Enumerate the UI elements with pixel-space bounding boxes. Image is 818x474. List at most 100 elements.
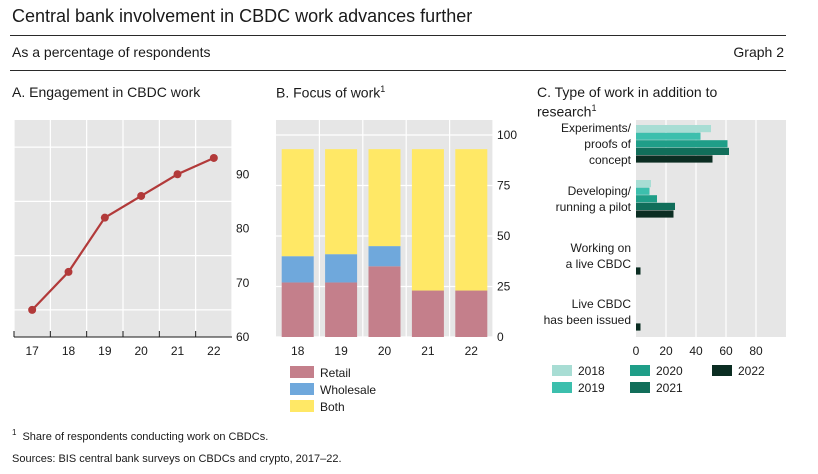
panel-a-ytick-label: 70 [236, 276, 250, 290]
panel-b-ytick-label: 75 [497, 179, 511, 193]
panel-a-series-line [31, 156, 215, 311]
panel-c-category-label: Developing/ [568, 184, 632, 198]
panel-b-bar-both [411, 149, 444, 291]
panel-c-bar-2021 [636, 202, 675, 210]
panel-b-bar-wholesale [281, 256, 314, 283]
panel-b-legend-swatch [290, 383, 314, 395]
panel-c-bar-2022 [636, 323, 641, 331]
panel-a-xtick-label: 22 [207, 344, 221, 358]
panel-c-legend-swatch [630, 365, 650, 376]
panel-a-point [137, 191, 146, 200]
panel-c-category-label: concept [589, 153, 632, 167]
panel-b-bar-retail [281, 282, 314, 337]
panel-c-bar-2019 [636, 187, 650, 195]
panel-b-xtick-label: 22 [465, 344, 479, 358]
panel-a-line-chart: 60 70 80 90 17 18 19 20 21 22 [13, 120, 250, 358]
panel-b-xtick-label: 20 [378, 344, 392, 358]
panel-b-bar-both [281, 149, 314, 257]
panel-b-legend-label: Retail [320, 366, 351, 380]
panel-c-category-label: Working on [571, 241, 631, 255]
panel-c-legend-swatch [712, 365, 732, 376]
panel-b-bar-retail [411, 290, 444, 337]
panel-a-ytick-label: 80 [236, 222, 250, 236]
panel-c-category-label: has been issued [544, 313, 631, 327]
panel-b-title-text: B. Focus of work [276, 84, 381, 101]
panel-b-stacked-bar-chart: 0 25 50 75 100 18 19 20 21 22 Retail Wholesale Both [276, 120, 517, 414]
panel-c-category-label: running a pilot [556, 200, 632, 214]
panel-c-bar-2018 [636, 180, 651, 188]
panel-b-bar-wholesale [325, 254, 358, 283]
panel-b-ytick-label: 50 [497, 229, 511, 243]
panel-a-point [173, 170, 182, 179]
panel-c-horizontal-bar-chart: 0 20 40 60 80 Experiments/proofs of concept Dev… [544, 120, 786, 395]
panel-c-bar-2021 [636, 147, 729, 155]
sources: Sources: BIS central bank surveys on CBD… [12, 453, 342, 465]
panel-b-bar-retail [368, 266, 401, 337]
panel-b-xtick-label: 18 [291, 344, 305, 358]
panel-b-legend-swatch [290, 366, 314, 378]
panel-b-bar-wholesale [368, 246, 401, 267]
panel-b-ytick-label: 100 [497, 128, 517, 142]
panel-b-footnote-marker: 1 [380, 84, 386, 94]
panel-a-point [64, 267, 73, 276]
panel-c-footnote-marker: 1 [591, 103, 597, 113]
panel-c-bar-2022 [636, 267, 641, 275]
panel-c-xtick-label: 20 [659, 344, 673, 358]
panel-c-legend-swatch [552, 382, 572, 393]
panel-c-legend-label: 2022 [738, 364, 765, 378]
panel-c-legend-swatch [552, 365, 572, 376]
panel-b-legend-label: Wholesale [320, 383, 376, 397]
panel-c-category-label: Experiments/ [561, 121, 632, 135]
panel-a-xtick-label: 19 [98, 344, 112, 358]
panel-c-bar-2019 [636, 132, 701, 140]
graph-number: Graph 2 [733, 44, 784, 60]
panel-c-title: C. Type of work in addition to research1 [537, 84, 762, 120]
panel-a-point [100, 213, 109, 222]
panel-c-xtick-label: 40 [689, 344, 703, 358]
panel-c-legend-label: 2021 [656, 381, 683, 395]
panel-c-bar-2020 [636, 140, 728, 148]
panel-b-ytick-label: 25 [497, 280, 511, 294]
panel-c-xtick-label: 80 [749, 344, 763, 358]
panel-c-bar-2022 [636, 210, 674, 218]
panel-b-legend-swatch [290, 400, 314, 412]
panel-a-ytick-label: 90 [236, 167, 250, 181]
panel-c-category-label: proofs of [584, 137, 631, 151]
panel-a-title: A. Engagement in CBDC work [12, 84, 201, 100]
panel-a-ytick-label: 60 [236, 330, 250, 344]
panel-b-xtick-label: 19 [334, 344, 348, 358]
panel-c-category-label: Live CBDC [572, 297, 632, 311]
subtitle: As a percentage of respondents [12, 44, 211, 60]
panel-b-xtick-label: 21 [421, 344, 435, 358]
panel-c-category-label: a live CBDC [566, 257, 632, 271]
subtitle-divider [10, 70, 786, 71]
panel-c-xtick-label: 0 [633, 344, 640, 358]
panel-a-point [209, 153, 218, 162]
panel-b-bar-both [368, 149, 401, 247]
panel-b-bar-retail [325, 282, 358, 337]
page-title: Central bank involvement in CBDC work ad… [12, 6, 473, 26]
footnote-text: Share of respondents conducting work on … [22, 430, 269, 443]
panel-c-xtick-label: 60 [719, 344, 733, 358]
footnote: 1 Share of respondents conducting work on… [12, 428, 268, 443]
panel-c-legend-label: 2019 [578, 381, 605, 395]
panel-a-xtick-label: 21 [171, 344, 185, 358]
panel-a-xtick-label: 17 [25, 344, 39, 358]
footnote-marker: 1 [12, 428, 17, 437]
panel-c-bar-2018 [636, 125, 711, 133]
panel-b-legend-label: Both [320, 400, 345, 414]
panel-a-xtick-label: 18 [62, 344, 76, 358]
panel-c-legend-swatch [630, 382, 650, 393]
panel-c-bar-2020 [636, 195, 657, 203]
panel-a-point [28, 305, 37, 314]
panel-c-bar-2022 [636, 155, 713, 163]
panel-b-title: B. Focus of work1 [276, 84, 385, 101]
panel-b-bar-retail [455, 290, 488, 337]
title-divider [10, 35, 786, 36]
panel-a-xtick-label: 20 [134, 344, 148, 358]
panel-b-bar-both [455, 149, 488, 291]
panel-c-legend-label: 2020 [656, 364, 683, 378]
panel-b-bar-both [325, 149, 358, 255]
panel-c-title-text: C. Type of work in addition to research [537, 84, 718, 120]
